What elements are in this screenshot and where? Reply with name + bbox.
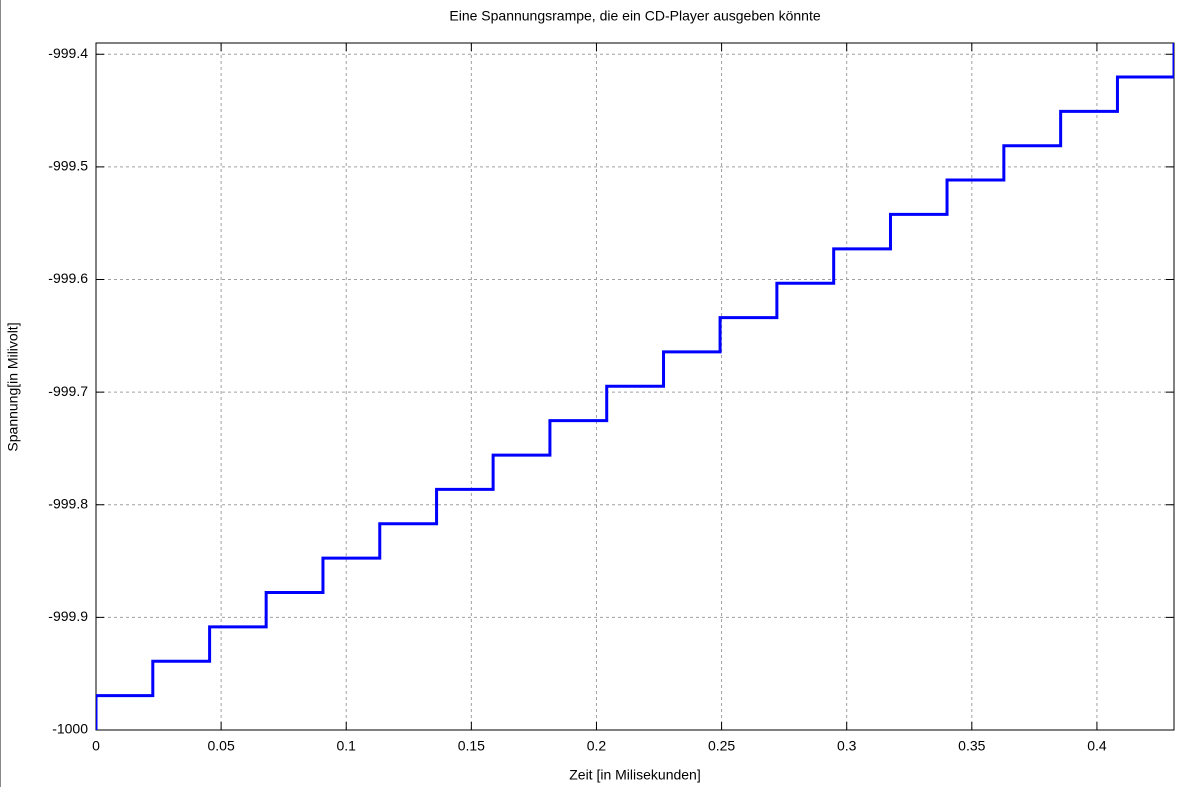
y-axis-label: Spannung[in Milivolt]: [5, 322, 21, 451]
x-tick-label: 0.15: [458, 738, 485, 754]
y-tick-label: -999.8: [48, 495, 88, 511]
x-axis-label: Zeit [in Milisekunden]: [569, 767, 701, 783]
x-tick-label: 0.05: [207, 738, 234, 754]
plot-border: [95, 42, 1175, 731]
y-tick-label: -999.4: [48, 45, 88, 61]
y-tick-label: -1000: [52, 721, 88, 737]
x-tick-label: 0.25: [708, 738, 735, 754]
data-line: [96, 43, 1174, 730]
x-tick-label: 0.3: [837, 738, 857, 754]
y-tick-label: -999.9: [48, 608, 88, 624]
x-tick-label: 0.1: [336, 738, 356, 754]
x-tick-label: 0.35: [958, 738, 985, 754]
chart-title: Eine Spannungsrampe, die ein CD-Player a…: [449, 8, 820, 24]
y-tick-label: -999.6: [48, 270, 88, 286]
y-tick-label: -999.7: [48, 383, 88, 399]
x-tick-label: 0.2: [587, 738, 607, 754]
y-tick-label: -999.5: [48, 158, 88, 174]
x-tick-label: 0: [92, 738, 100, 754]
x-tick-label: 0.4: [1087, 738, 1107, 754]
